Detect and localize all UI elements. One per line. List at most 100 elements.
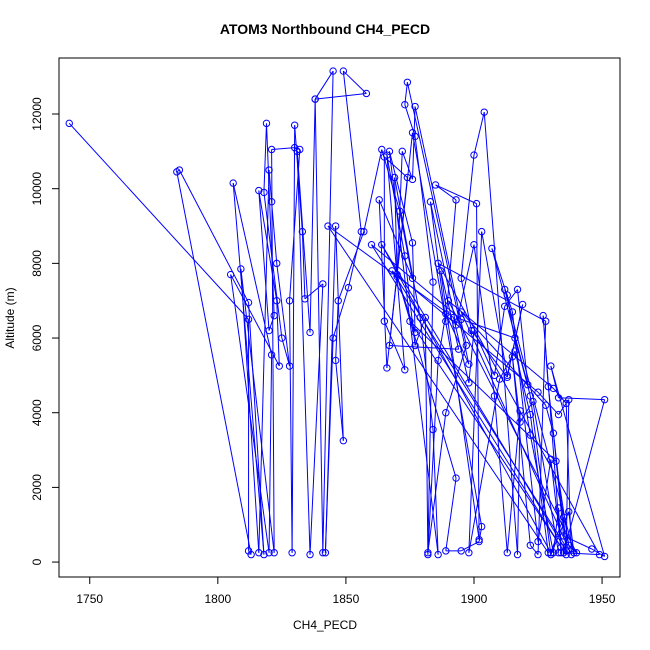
data-point [408, 128, 417, 137]
series-line-segment [424, 317, 429, 555]
series-line-segment [412, 132, 483, 527]
series-line-segment [563, 517, 567, 555]
series-line-segment [542, 315, 549, 387]
series-line-segment [68, 123, 249, 320]
series-line-segment [435, 184, 457, 201]
data-point [375, 196, 383, 204]
data-point [457, 308, 465, 316]
data-point [565, 395, 573, 404]
series-line-segment [268, 354, 273, 553]
data-point [465, 549, 473, 557]
series-line-segment [447, 300, 577, 553]
series-line-segment [445, 477, 457, 551]
data-point [547, 549, 555, 557]
series-line-segment [296, 151, 311, 333]
data-point [278, 334, 286, 342]
y-tick-label: 6000 [30, 324, 44, 351]
data-point [383, 364, 391, 372]
series-line-segment [342, 70, 367, 94]
data-point [275, 362, 284, 370]
data-point [421, 313, 430, 322]
data-point [388, 267, 396, 275]
series-line-segment [414, 106, 467, 346]
data-point [511, 334, 519, 342]
series-line-segment [324, 226, 337, 553]
data-point [457, 547, 465, 555]
data-point [319, 280, 327, 288]
data-point [524, 381, 532, 389]
series-line-segment [437, 262, 546, 322]
data-point [401, 252, 409, 260]
series-line-segment [258, 190, 270, 331]
series-line-segment [378, 199, 388, 368]
data-point [270, 549, 278, 557]
data-point [362, 89, 371, 98]
data-point [526, 431, 535, 439]
data-point [331, 222, 340, 230]
series-line-segment [468, 379, 501, 553]
y-tick-label: 0 [30, 558, 44, 565]
series-line-segment [258, 190, 278, 301]
data-point [298, 227, 307, 236]
series-line-segment [414, 136, 434, 283]
data-point [488, 244, 496, 253]
data-point [557, 549, 565, 557]
series-line-segment [396, 151, 403, 275]
data-point [559, 549, 568, 557]
data-point [600, 395, 609, 404]
data-point [518, 300, 527, 309]
data-point [554, 410, 563, 419]
series-line-segment [552, 433, 565, 536]
data-point [431, 181, 440, 189]
series-line-segment [322, 71, 334, 553]
series-line-segment [301, 231, 306, 299]
series-line-segment [506, 410, 521, 553]
series-line-segment [511, 356, 521, 423]
series-line-segment [429, 201, 447, 322]
data-point [357, 227, 365, 236]
data-point [265, 166, 273, 174]
series-line-segment [429, 201, 457, 326]
data-point [477, 522, 486, 531]
data-point [503, 373, 511, 381]
data-point [501, 302, 509, 310]
data-point [244, 298, 253, 307]
data-point [462, 341, 471, 350]
series-line-segment [388, 132, 414, 346]
data-point [444, 296, 453, 305]
data-point [470, 326, 478, 335]
data-point [339, 67, 348, 75]
data-point [229, 179, 237, 187]
series-line-segment [555, 461, 570, 546]
data-point [260, 550, 268, 559]
series-line-segment [240, 268, 260, 553]
series-line-segment [315, 92, 367, 100]
series-line-segment [460, 155, 475, 279]
series-layer [65, 67, 609, 561]
data-point [480, 108, 488, 116]
series-line-segment [460, 311, 547, 406]
series-line-segment [327, 225, 454, 318]
data-point [329, 67, 337, 75]
data-point [383, 151, 391, 159]
series-line-segment [263, 192, 283, 339]
data-point [554, 394, 563, 402]
y-tick-label: 12000 [30, 97, 44, 131]
data-point [516, 418, 524, 426]
data-point [301, 295, 309, 303]
data-point [547, 455, 555, 464]
data-point [401, 100, 409, 109]
data-point [454, 345, 463, 353]
series-line-segment [427, 360, 439, 555]
data-point [513, 285, 522, 294]
data-point [470, 151, 478, 159]
series-line-segment [276, 263, 291, 367]
data-point [306, 328, 314, 337]
data-point [380, 317, 389, 325]
series-line-segment [394, 177, 421, 318]
series-line-segment [271, 147, 295, 150]
data-point [490, 392, 499, 400]
data-point [434, 356, 442, 365]
data-point [247, 550, 255, 559]
series-line-segment [401, 151, 413, 180]
